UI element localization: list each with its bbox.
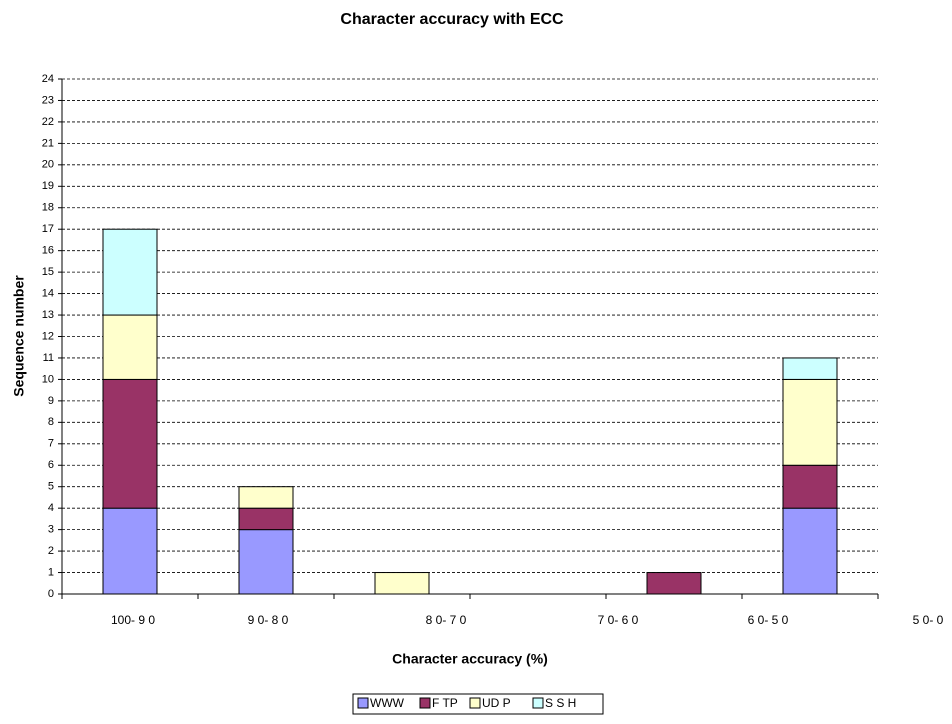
legend-swatch [532,697,544,709]
legend-label: UD P [482,696,511,710]
x-tick-label: 6 0- 5 0 [748,613,789,627]
bar-segment [102,314,158,380]
bar-segment [782,507,838,595]
y-tick-label: 24 [42,73,54,85]
y-tick-label: 15 [42,266,54,278]
legend-swatch [469,697,481,709]
legend-swatch [419,697,431,709]
y-tick-label: 5 [48,481,54,493]
bar-segment [102,378,158,509]
y-tick-label: 17 [42,223,54,235]
x-tick-label: 5 0- 0 [913,613,944,627]
y-tick-label: 4 [48,502,54,514]
legend-label: F TP [432,696,458,710]
bar-segment [238,529,294,595]
bar-segment [782,464,838,509]
y-tick-label: 12 [42,330,54,342]
x-tick-label: 9 0- 8 0 [248,613,289,627]
y-tick-label: 11 [43,352,54,364]
y-tick-label: 13 [42,309,54,321]
y-tick-label: 20 [42,159,54,171]
y-tick-label: 6 [48,459,54,471]
y-tick-label: 9 [48,395,54,407]
x-tick-label: 8 0- 7 0 [426,613,467,627]
legend-label: WWW [370,696,405,710]
y-tick-label: 8 [48,416,54,428]
bar-segment [102,507,158,595]
x-axis-label: Character accuracy (%) [392,651,548,667]
y-tick-label: 23 [42,94,54,106]
bar-segment [238,507,294,531]
y-tick-label: 0 [48,588,54,600]
y-tick-label: 22 [42,116,54,128]
bar-segment [102,228,158,316]
chart-title: Character accuracy with ECC [340,11,564,28]
y-tick-label: 21 [42,137,54,149]
y-tick-label: 1 [48,566,54,578]
y-tick-label: 14 [42,287,54,299]
y-tick-label: 2 [48,545,54,557]
bar-segment [374,572,430,595]
x-tick-label: 7 0- 6 0 [598,613,639,627]
bar-segment [782,357,838,380]
bar-segment [782,378,838,466]
y-tick-label: 18 [42,202,54,214]
x-tick-label: 100- 9 0 [111,613,155,627]
bar-segment [238,486,294,509]
y-tick-label: 16 [42,245,54,257]
y-axis-label: Sequence number [11,275,27,397]
legend-label: S S H [545,696,576,710]
y-tick-label: 7 [48,438,54,450]
bar-segment [646,572,702,595]
legend-swatch [357,697,369,709]
y-tick-label: 19 [42,180,54,192]
y-tick-label: 10 [42,373,54,385]
y-tick-label: 3 [48,524,54,536]
